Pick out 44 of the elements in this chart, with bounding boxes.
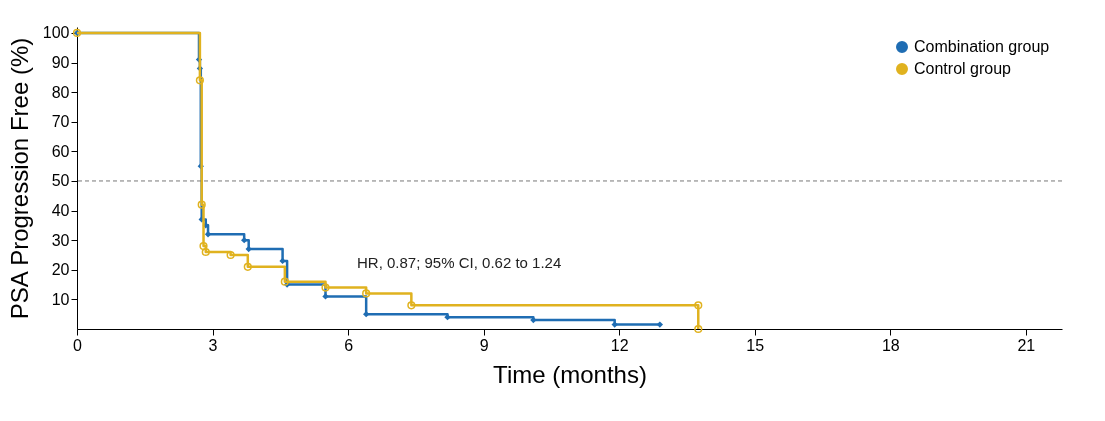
point (362, 289, 371, 298)
x-tick-label: 21 (1017, 336, 1036, 354)
y-tick-label: 10 (51, 290, 70, 308)
x-axis-title: Time (months) (493, 360, 647, 388)
point (321, 283, 330, 292)
point (280, 277, 289, 286)
point (201, 247, 210, 257)
point (243, 262, 252, 271)
x-tick-label: 9 (479, 336, 489, 354)
x-tick-label: 15 (746, 336, 765, 354)
point (241, 237, 248, 244)
point (199, 242, 208, 251)
point (322, 293, 329, 300)
y-tick-label: 20 (51, 261, 70, 279)
legend-label: Control group (914, 60, 1012, 77)
point (204, 231, 212, 238)
y-tick-label: 90 (51, 54, 70, 72)
x-tick-label: 6 (344, 336, 354, 354)
annotation: HR, 0.87; 95% CI, 0.62 to 1.24 (357, 254, 562, 271)
point (530, 316, 537, 324)
legend-label: Combination group (914, 38, 1050, 55)
point (279, 257, 286, 265)
point (444, 313, 451, 321)
point (195, 76, 204, 85)
y-tick-label: 100 (42, 24, 70, 42)
x-tick-label: 3 (208, 336, 218, 354)
point (407, 301, 416, 310)
y-tick-label: 70 (51, 113, 70, 131)
y-tick-label: 30 (51, 231, 70, 249)
y-tick-label: 80 (51, 83, 70, 101)
y-axis-title: PSA Progression Free (%) (5, 37, 33, 320)
y-tick-label: 50 (51, 172, 70, 190)
point (226, 250, 235, 260)
x-tick-label: 0 (73, 336, 83, 354)
point (656, 321, 664, 328)
x-tick-label: 18 (881, 336, 900, 354)
y-tick-label: 60 (51, 142, 70, 160)
point (363, 311, 370, 318)
x-tick-label: 12 (610, 336, 629, 354)
point (611, 321, 618, 328)
point (694, 301, 703, 310)
point (197, 200, 206, 209)
point (245, 245, 252, 253)
y-tick-label: 40 (51, 202, 70, 220)
